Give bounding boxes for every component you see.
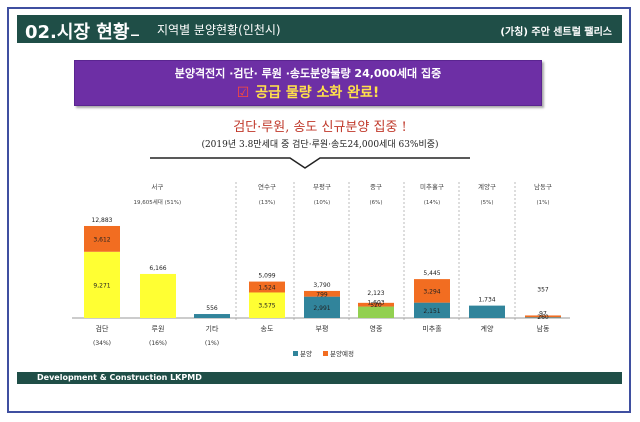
banner-line2: ☑ 공급 물량 소화 완료! [75, 82, 541, 102]
chart-subheadline: (2019년 3.8만세대 중 검단·루원·송도24,000세대 63%비중) [201, 140, 439, 150]
banner-line2-text: 공급 물량 소화 완료! [255, 85, 380, 101]
title-separator: _ [131, 17, 139, 36]
banner-line1: 분양격전지 ·검단· 루원 ·송도분양물량 24,000세대 집중 [174, 67, 442, 80]
section-subtitle: 지역별 분양현황(인천시) [157, 23, 281, 37]
check-icon: ☑ [236, 85, 250, 101]
section-title: 02.시장 현황 [25, 22, 130, 43]
footer-text: Development & Construction LKPMD [37, 373, 202, 382]
project-name: (가칭) 주안 센트럴 팰리스 [500, 27, 612, 38]
headline-bracket [150, 157, 470, 169]
footer-bar: Development & Construction LKPMD [17, 372, 622, 384]
chart-headline: 검단·루원, 송도 신규분양 집중 ! [233, 120, 407, 135]
header-bar: 02.시장 현황 _ 지역별 분양현황(인천시) (가칭) 주안 센트럴 팰리스 [17, 15, 622, 43]
summary-banner: 분양격전지 ·검단· 루원 ·송도분양물량 24,000세대 집중 ☑ 공급 물량… [74, 60, 542, 106]
